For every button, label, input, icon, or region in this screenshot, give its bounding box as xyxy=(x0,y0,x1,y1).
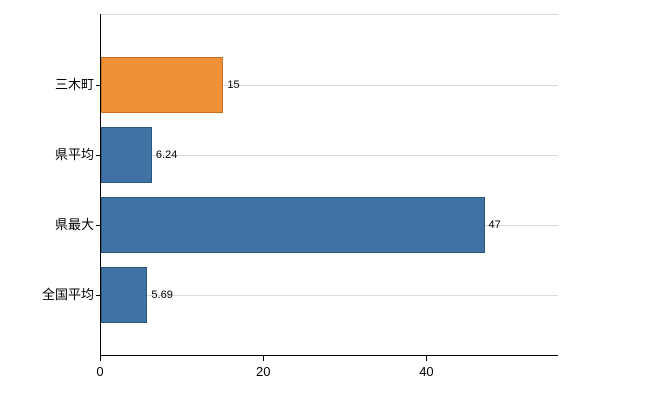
x-tick-mark xyxy=(426,356,428,361)
bar xyxy=(101,197,485,253)
bar xyxy=(101,57,224,113)
bar xyxy=(101,267,148,323)
value-label: 47 xyxy=(488,219,501,231)
plot-area: 15 6.24 47 5.69 xyxy=(100,14,558,356)
y-tick-mark xyxy=(96,85,100,86)
gridline xyxy=(101,14,558,15)
x-tick-label: 40 xyxy=(419,364,434,379)
x-tick-mark xyxy=(100,356,101,361)
gridline xyxy=(101,294,558,296)
x-tick-mark xyxy=(263,356,265,361)
gridline xyxy=(101,84,558,86)
y-tick-mark xyxy=(96,155,100,156)
x-tick-label: 0 xyxy=(96,364,104,379)
bar xyxy=(101,127,152,183)
value-label: 5.69 xyxy=(151,289,173,301)
gridline xyxy=(101,154,558,156)
category-label: 県平均 xyxy=(54,147,94,162)
category-label: 県最大 xyxy=(54,217,94,232)
category-label: 三木町 xyxy=(54,77,94,92)
x-tick-label: 20 xyxy=(255,364,271,379)
value-label: 6.24 xyxy=(155,149,178,161)
value-label: 15 xyxy=(227,79,240,91)
y-tick-mark xyxy=(96,295,100,296)
y-tick-mark xyxy=(96,225,100,226)
category-label: 全国平均 xyxy=(41,287,94,302)
